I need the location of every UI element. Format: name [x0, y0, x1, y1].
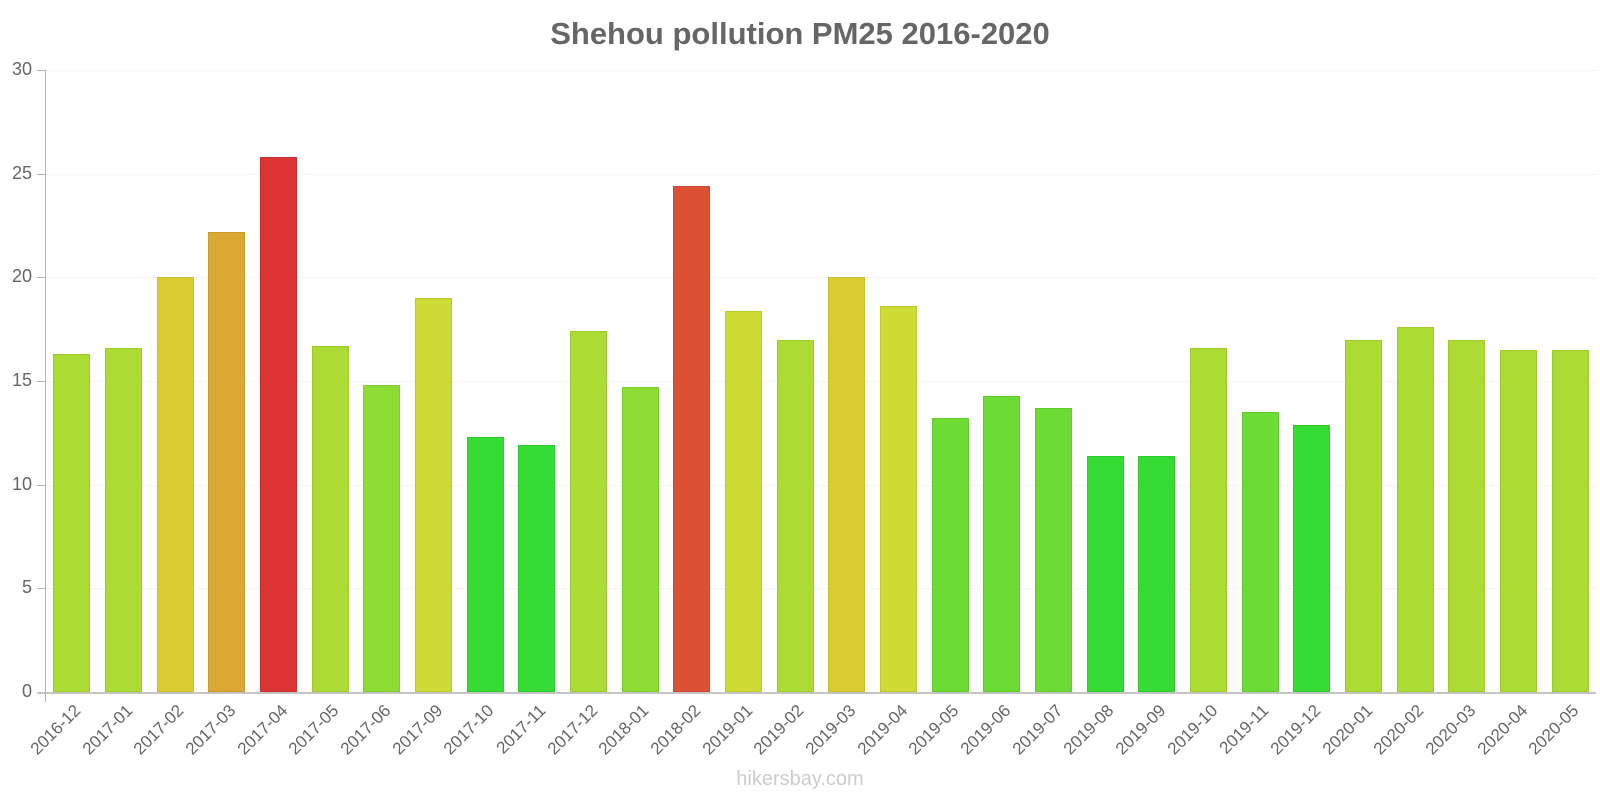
y-tick-label: 15 — [11, 370, 32, 390]
bar-2019-05[interactable] — [931, 418, 969, 692]
bar-2019-09[interactable] — [1138, 455, 1176, 692]
bar-2017-12[interactable] — [570, 331, 607, 692]
y-tick-label: 25 — [11, 162, 32, 183]
y-tick-mark — [37, 174, 45, 175]
bar-2020-02[interactable] — [1396, 327, 1434, 692]
y-tick-mark — [37, 381, 45, 382]
bar-2017-04[interactable] — [260, 157, 297, 692]
bar-2020-05[interactable] — [1551, 349, 1589, 692]
bar-2018-02[interactable] — [673, 186, 711, 692]
gridline — [46, 277, 1596, 278]
bar-2018-01[interactable] — [621, 387, 659, 692]
y-tick-label: 0 — [21, 681, 32, 701]
gridline — [46, 588, 1596, 589]
bar-2017-02[interactable] — [156, 277, 194, 692]
bar-2019-07[interactable] — [1035, 407, 1072, 692]
gridline — [46, 70, 1596, 71]
chart-title: Shehou pollution PM25 2016-2020 — [550, 16, 1050, 51]
gridline — [46, 381, 1596, 382]
bar-2019-10[interactable] — [1190, 347, 1227, 692]
y-tick-mark — [37, 485, 45, 486]
y-tick-label: 10 — [11, 473, 32, 494]
y-tick-mark — [37, 277, 45, 278]
y-axis-line — [45, 70, 46, 702]
bar-2019-04[interactable] — [880, 306, 917, 692]
bar-2019-11[interactable] — [1241, 412, 1279, 692]
bar-2020-01[interactable] — [1345, 339, 1382, 692]
bar-2019-01[interactable] — [725, 310, 762, 692]
y-tick-mark — [37, 588, 45, 589]
y-tick-label: 5 — [21, 577, 32, 598]
bar-2017-09[interactable] — [415, 298, 452, 692]
bar-2017-05[interactable] — [311, 345, 349, 692]
y-tick-label: 20 — [11, 266, 32, 287]
y-tick-mark — [37, 70, 45, 71]
bar-2019-02[interactable] — [776, 339, 814, 692]
bar-2020-03[interactable] — [1448, 339, 1486, 692]
bar-2019-12[interactable] — [1293, 424, 1331, 692]
gridline — [46, 174, 1596, 175]
watermark: hikersbay.com — [736, 768, 864, 790]
bar-2020-04[interactable] — [1500, 349, 1537, 692]
bar-2017-01[interactable] — [105, 347, 142, 692]
y-tick-label: 30 — [11, 59, 32, 79]
gridline — [46, 485, 1596, 486]
bar-2017-10[interactable] — [466, 436, 504, 692]
bar-2019-03[interactable] — [828, 277, 866, 692]
bar-2019-06[interactable] — [983, 395, 1021, 692]
bar-2017-11[interactable] — [518, 445, 556, 692]
bar-2017-06[interactable] — [363, 385, 401, 692]
bar-2017-03[interactable] — [208, 231, 246, 692]
x-axis-line — [38, 692, 1596, 694]
bar-2016-12[interactable] — [53, 354, 91, 692]
bar-2019-08[interactable] — [1086, 455, 1124, 692]
